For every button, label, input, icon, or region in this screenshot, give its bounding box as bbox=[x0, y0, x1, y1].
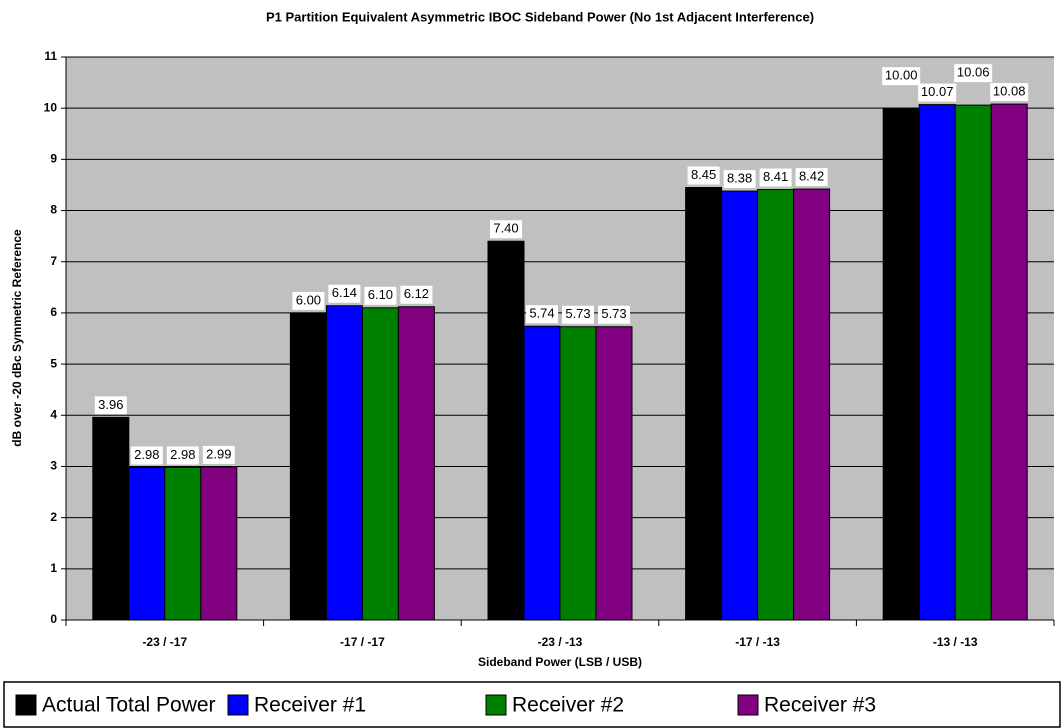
y-tick-label: 6 bbox=[50, 305, 57, 319]
value-label-box bbox=[882, 67, 921, 86]
value-label: 5.74 bbox=[529, 306, 554, 321]
bar bbox=[882, 107, 920, 621]
value-label: 2.98 bbox=[170, 447, 195, 462]
x-tick-label: -13 / -13 bbox=[933, 635, 978, 649]
x-tick-label: -17 / -13 bbox=[735, 635, 780, 649]
value-label-box bbox=[954, 64, 993, 83]
x-tick-label: -23 / -17 bbox=[142, 635, 187, 649]
value-label: 6.14 bbox=[332, 285, 357, 300]
value-label-box bbox=[130, 446, 163, 465]
value-label: 7.40 bbox=[493, 221, 518, 236]
value-label-box bbox=[166, 446, 199, 465]
value-label: 6.10 bbox=[368, 287, 393, 302]
value-label: 8.38 bbox=[727, 171, 752, 186]
legend-swatch bbox=[15, 694, 37, 716]
value-label: 2.98 bbox=[134, 447, 159, 462]
legend-swatch bbox=[227, 694, 249, 716]
value-label: 8.42 bbox=[799, 168, 824, 183]
x-axis-title: Sideband Power (LSB / USB) bbox=[478, 655, 642, 669]
y-tick-label: 11 bbox=[44, 49, 57, 63]
value-label-box bbox=[94, 396, 127, 415]
value-label-box bbox=[918, 83, 957, 102]
value-label-box bbox=[759, 168, 792, 187]
bar bbox=[200, 466, 238, 621]
y-tick-label: 10 bbox=[44, 100, 58, 114]
value-label-box bbox=[526, 305, 558, 324]
legend-label: Receiver #1 bbox=[254, 694, 366, 717]
bar bbox=[325, 305, 363, 621]
bar bbox=[164, 466, 202, 621]
y-axis-title: dB over -20 dBc Symmetric Reference bbox=[10, 229, 24, 447]
bar bbox=[487, 240, 525, 621]
bar bbox=[918, 104, 956, 621]
bar bbox=[397, 306, 435, 621]
y-tick-label: 2 bbox=[50, 510, 57, 524]
value-label-box bbox=[687, 166, 720, 185]
value-label-box bbox=[400, 285, 433, 304]
value-label-box bbox=[562, 305, 594, 324]
value-label-box bbox=[364, 286, 397, 305]
bar bbox=[559, 326, 597, 621]
value-label: 6.12 bbox=[404, 286, 429, 301]
bar bbox=[954, 104, 992, 621]
legend-label: Receiver #2 bbox=[512, 694, 624, 717]
legend-label: Receiver #3 bbox=[764, 694, 876, 717]
value-label: 6.00 bbox=[296, 292, 321, 307]
y-tick-label: 5 bbox=[50, 356, 57, 370]
value-label-box bbox=[328, 284, 361, 303]
value-label: 3.96 bbox=[98, 397, 123, 412]
value-label-box bbox=[723, 170, 756, 189]
bar bbox=[128, 466, 166, 621]
bar bbox=[685, 187, 723, 621]
legend-box bbox=[3, 681, 1061, 728]
value-label: 10.06 bbox=[957, 65, 990, 80]
value-label: 8.41 bbox=[763, 169, 788, 184]
value-label: 8.45 bbox=[691, 167, 716, 182]
x-tick-label: -17 / -17 bbox=[340, 635, 385, 649]
value-label: 10.08 bbox=[993, 84, 1026, 99]
y-tick-label: 3 bbox=[50, 459, 57, 473]
value-label: 10.07 bbox=[921, 84, 954, 99]
bar bbox=[793, 188, 831, 621]
value-label-box bbox=[795, 168, 828, 187]
bar bbox=[361, 307, 399, 621]
value-label-box bbox=[202, 445, 235, 464]
y-tick-label: 1 bbox=[50, 561, 57, 575]
bar bbox=[721, 190, 759, 621]
bar bbox=[92, 416, 130, 621]
value-label: 10.00 bbox=[885, 68, 918, 83]
chart-title: P1 Partition Equivalent Asymmetric IBOC … bbox=[266, 9, 814, 24]
value-label: 2.99 bbox=[206, 446, 231, 461]
value-label-box bbox=[990, 83, 1029, 102]
y-tick-label: 7 bbox=[50, 254, 57, 268]
y-tick-label: 4 bbox=[50, 407, 57, 421]
y-tick-label: 0 bbox=[50, 612, 57, 626]
value-label: 5.73 bbox=[565, 306, 590, 321]
y-tick-label: 9 bbox=[50, 152, 57, 166]
value-label: 5.73 bbox=[601, 306, 626, 321]
bar bbox=[523, 325, 561, 621]
value-label-box bbox=[598, 305, 630, 324]
y-tick-label: 8 bbox=[50, 203, 57, 217]
legend-swatch bbox=[485, 694, 507, 716]
value-label-box bbox=[490, 220, 522, 239]
bar bbox=[990, 103, 1028, 621]
bar bbox=[595, 326, 633, 621]
bar bbox=[757, 189, 795, 621]
value-label-box bbox=[292, 291, 325, 310]
legend-label: Actual Total Power bbox=[42, 694, 216, 717]
legend-swatch bbox=[737, 694, 759, 716]
bar bbox=[289, 312, 327, 621]
x-tick-label: -23 / -13 bbox=[538, 635, 583, 649]
